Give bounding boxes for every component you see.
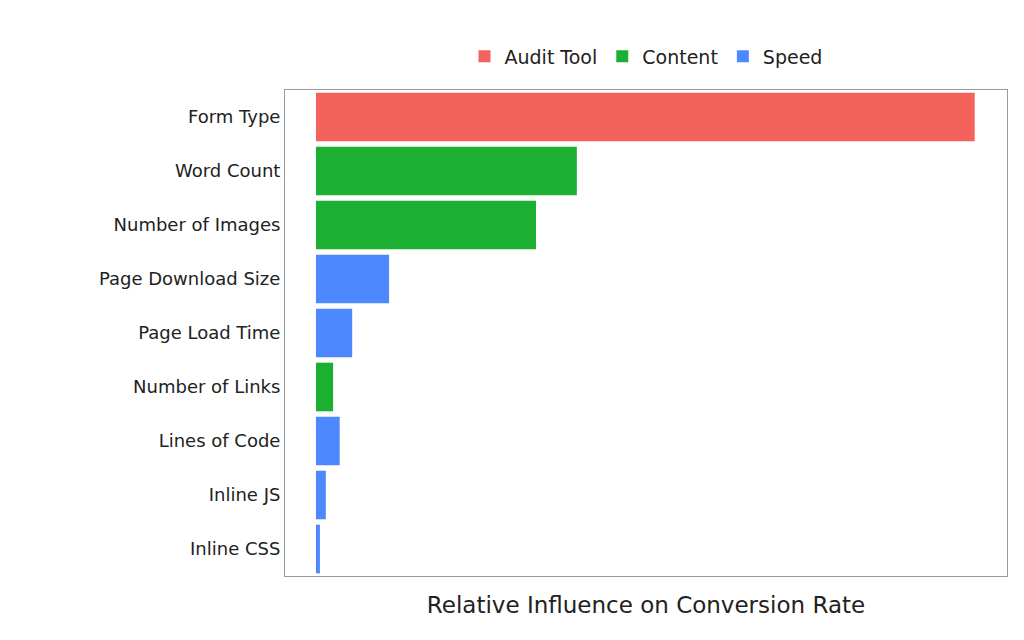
svg-text:Relative Influence on Conversi: Relative Influence on Conversion Rate (427, 592, 865, 618)
svg-text:Word Count: Word Count (175, 160, 280, 181)
svg-text:Inline CSS: Inline CSS (190, 538, 280, 559)
svg-text:Page Download Size: Page Download Size (99, 268, 280, 289)
svg-text:Speed: Speed (763, 46, 823, 68)
svg-text:Form Type: Form Type (188, 106, 280, 127)
svg-text:Page Load Time: Page Load Time (138, 322, 280, 343)
svg-text:Inline JS: Inline JS (209, 484, 281, 505)
svg-text:Audit Tool: Audit Tool (505, 46, 598, 68)
svg-text:Content: Content (642, 46, 718, 68)
svg-text:Lines of Code: Lines of Code (159, 430, 281, 451)
svg-text:Number of Images: Number of Images (114, 214, 281, 235)
svg-text:Number of Links: Number of Links (133, 376, 280, 397)
